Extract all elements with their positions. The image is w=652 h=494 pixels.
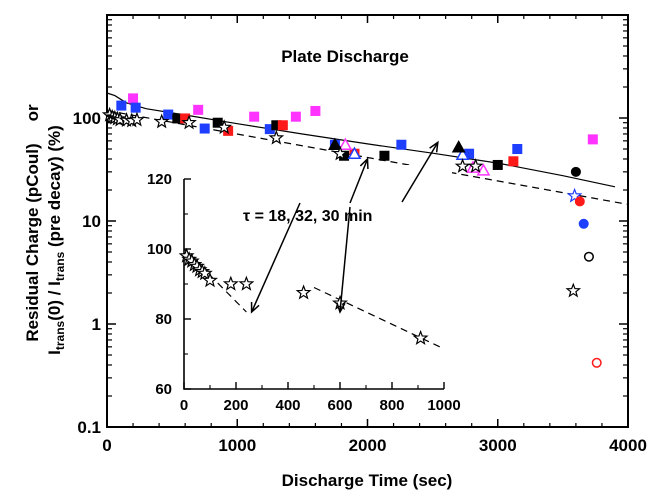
x-tick-label: 4000: [609, 436, 647, 455]
y-tick-label: 100: [73, 109, 101, 128]
x-tick-label: 1000: [218, 436, 256, 455]
main-point-circle-12-0: [583, 251, 594, 262]
arrow-tau-30-head: [429, 140, 439, 153]
main-point-square-2-4: [379, 150, 390, 161]
inset-axis-ticks: 0 200 400 600 800 1000 60 80 100 120: [147, 171, 461, 414]
main-point-star-8-7: [129, 111, 145, 127]
main-point-square-3-2: [277, 120, 288, 131]
inset-point-star-0-11: [295, 284, 312, 300]
y-axis-label-part-a: Residual Charge (pCoul): [23, 143, 42, 341]
main-point-triangle-4-2: [476, 163, 491, 176]
main-point-square-0-4: [310, 105, 321, 116]
chart-title: Plate Discharge: [281, 47, 409, 66]
inset-background: [126, 165, 452, 413]
main-point-triangle-6-0: [328, 137, 342, 150]
main-point-triangle-4-0: [338, 137, 353, 150]
inset-y-tick-label: 60: [155, 381, 172, 398]
main-point-square-1-2: [163, 109, 174, 120]
main-point-star-8-8: [153, 113, 170, 129]
y-axis-label-i1: I: [45, 350, 64, 355]
inset-point-star-0-10: [238, 275, 255, 291]
main-point-circle-11-0: [578, 218, 589, 229]
annotation-arrows: [250, 140, 439, 314]
main-point-square-1-1: [130, 102, 141, 113]
inset-point-star-0-9: [222, 275, 239, 291]
main-point-circle-10-0: [574, 196, 585, 207]
main-point-square-0-2: [249, 111, 260, 122]
main-point-square-1-0: [116, 100, 127, 111]
inset-y-tick-label: 80: [155, 311, 172, 328]
main-point-square-2-1: [212, 117, 223, 128]
main-point-star-8-10: [216, 119, 233, 135]
main-point-circle-13-0: [591, 357, 602, 368]
main-data-points: [101, 93, 602, 368]
main-point-square-0-3: [290, 111, 301, 122]
main-point-square-3-4: [508, 156, 519, 167]
main-point-square-2-5: [492, 159, 503, 170]
arrow-tau-18: [250, 202, 301, 313]
inset-x-tick-label: 0: [180, 397, 188, 414]
y-axis-label-end: (pre decay) (%): [45, 125, 64, 252]
inset-y-tick-label: 100: [147, 241, 172, 258]
main-point-square-0-5: [587, 134, 598, 145]
main-point-star-8-11: [268, 129, 285, 145]
main-point-star-8-9: [181, 114, 197, 130]
arrow-tau-32-main: [349, 158, 369, 204]
main-point-square-1-6: [396, 139, 407, 150]
arrow-tau-32-inset: [339, 206, 351, 313]
arrow-tau-18-head: [250, 301, 260, 314]
main-point-star-7-0: [566, 187, 583, 203]
inset-x-tick-label: 1000: [427, 397, 460, 414]
main-dashed-line-1: [106, 110, 629, 205]
y-axis-label-or: or: [23, 104, 42, 121]
inset-x-tick-label: 600: [327, 397, 352, 414]
main-point-triangle-5-0: [347, 146, 362, 159]
inset-x-tick-label: 800: [379, 397, 404, 414]
tau-annotation: τ = 18, 32, 30 min: [243, 208, 372, 225]
y-axis-label-sub2: trans: [53, 251, 67, 281]
y-axis-label-line2: Itrans(0) / Itrans (pre decay) (%): [45, 125, 67, 355]
main-point-star-8-15: [565, 282, 582, 298]
y-axis-label-line1: Residual Charge (pCoul) or: [23, 104, 42, 342]
inset-x-tick-label: 400: [275, 397, 300, 414]
inset-y-tick-label: 120: [147, 171, 172, 188]
arrow-tau-32-main-head: [359, 157, 369, 170]
main-point-star-8-13: [454, 158, 471, 173]
y-tick-label: 10: [82, 212, 101, 231]
x-axis-label: Discharge Time (sec): [282, 471, 453, 490]
main-point-square-0-0: [128, 93, 139, 104]
main-point-star-8-14: [467, 158, 484, 173]
main-point-star-8-12: [332, 145, 348, 161]
inset-point-star-0-8: [202, 272, 218, 288]
inset-data-points: [178, 247, 429, 346]
main-point-square-1-8: [512, 144, 523, 155]
inset-point-star-0-7: [196, 265, 213, 281]
inset-x-tick-label: 200: [223, 397, 248, 414]
main-point-square-1-3: [199, 123, 210, 134]
inset-point-star-0-13: [412, 329, 429, 346]
arrow-tau-30: [401, 141, 439, 203]
x-tick-label: 0: [102, 436, 111, 455]
main-point-square-0-1: [193, 104, 204, 115]
x-tick-label: 2000: [349, 436, 387, 455]
x-tick-label: 3000: [479, 436, 517, 455]
y-axis-label-sub1: trans: [53, 320, 67, 350]
y-tick-label: 1: [92, 315, 101, 334]
arrow-tau-32-inset-head: [336, 302, 346, 314]
y-axis-label-mid: (0) / I: [45, 281, 64, 321]
main-point-triangle-6-1: [451, 140, 466, 153]
y-tick-label: 0.1: [77, 418, 101, 437]
main-point-circle-9-0: [570, 166, 581, 177]
